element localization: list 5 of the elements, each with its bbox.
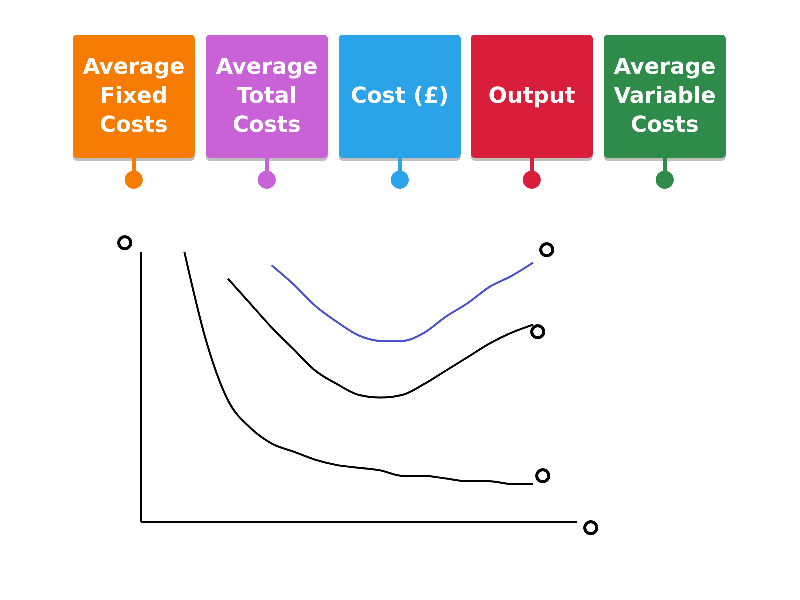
text: Cost (£) [339, 35, 461, 158]
text: Average Fixed Costs [73, 35, 195, 158]
text: Average Total Costs [206, 35, 328, 158]
text: Output [471, 35, 593, 158]
text: Average Variable Costs [604, 35, 726, 158]
